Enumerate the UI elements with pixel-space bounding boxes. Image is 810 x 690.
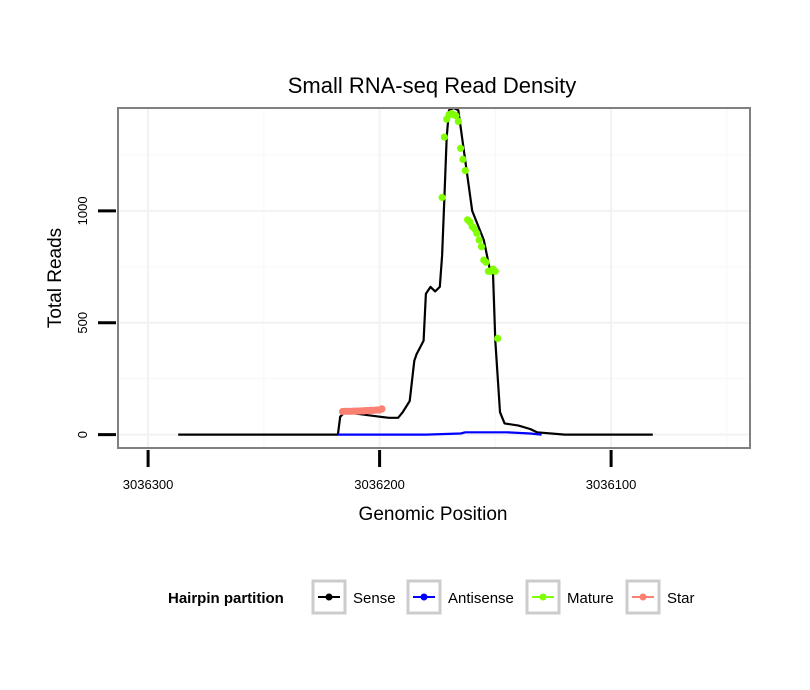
mature-point <box>494 334 502 342</box>
legend-label-mature: Mature <box>567 590 614 607</box>
mature-point <box>454 117 462 125</box>
x-axis: 3036300 3036200 3036100 <box>123 450 637 492</box>
legend-label-sense: Sense <box>353 590 396 607</box>
mature-point <box>452 112 460 120</box>
mature-point <box>440 133 448 141</box>
y-tick-label: 500 <box>75 312 90 334</box>
legend-point-antisense <box>420 593 428 601</box>
y-axis: 0 500 1000 <box>75 196 116 438</box>
x-tick-label: 3036200 <box>354 477 405 492</box>
y-tick-label: 0 <box>75 431 90 438</box>
x-tick-label: 3036300 <box>123 477 174 492</box>
mature-point <box>475 236 483 244</box>
mature-point <box>459 155 467 163</box>
series-antisense <box>337 431 542 436</box>
mature-point <box>491 267 499 275</box>
mature-point <box>461 167 469 175</box>
mature-point <box>477 243 486 251</box>
series-sense <box>178 106 653 436</box>
x-tick-label: 3036100 <box>586 477 637 492</box>
mature-point <box>473 229 481 237</box>
legend-title: Hairpin partition <box>168 590 284 607</box>
series-mature <box>438 110 502 342</box>
x-axis-title: Genomic Position <box>359 504 508 525</box>
legend-point-sense <box>325 593 333 601</box>
mature-point <box>457 144 465 152</box>
y-axis-title: Total Reads <box>45 228 66 328</box>
legend-item-star: Star <box>625 579 695 615</box>
legend-point-star <box>639 593 647 601</box>
mature-point <box>482 258 490 266</box>
star-point <box>378 405 386 413</box>
data-series <box>178 106 653 436</box>
plot-panel <box>118 108 750 448</box>
legend: Hairpin partition Sense Antisense Mature… <box>168 579 695 615</box>
antisense-line <box>337 431 542 436</box>
chart-title: Small RNA-seq Read Density <box>288 73 577 98</box>
legend-label-star: Star <box>667 590 695 607</box>
y-tick-label: 1000 <box>75 196 90 225</box>
legend-item-sense: Sense <box>311 579 396 615</box>
sense-line <box>178 106 653 436</box>
legend-item-mature: Mature <box>525 579 614 615</box>
legend-label-antisense: Antisense <box>448 590 514 607</box>
legend-point-mature <box>539 593 547 601</box>
mature-point <box>438 193 446 202</box>
legend-item-antisense: Antisense <box>406 579 514 615</box>
plot-border <box>117 107 751 449</box>
series-star <box>339 405 386 416</box>
